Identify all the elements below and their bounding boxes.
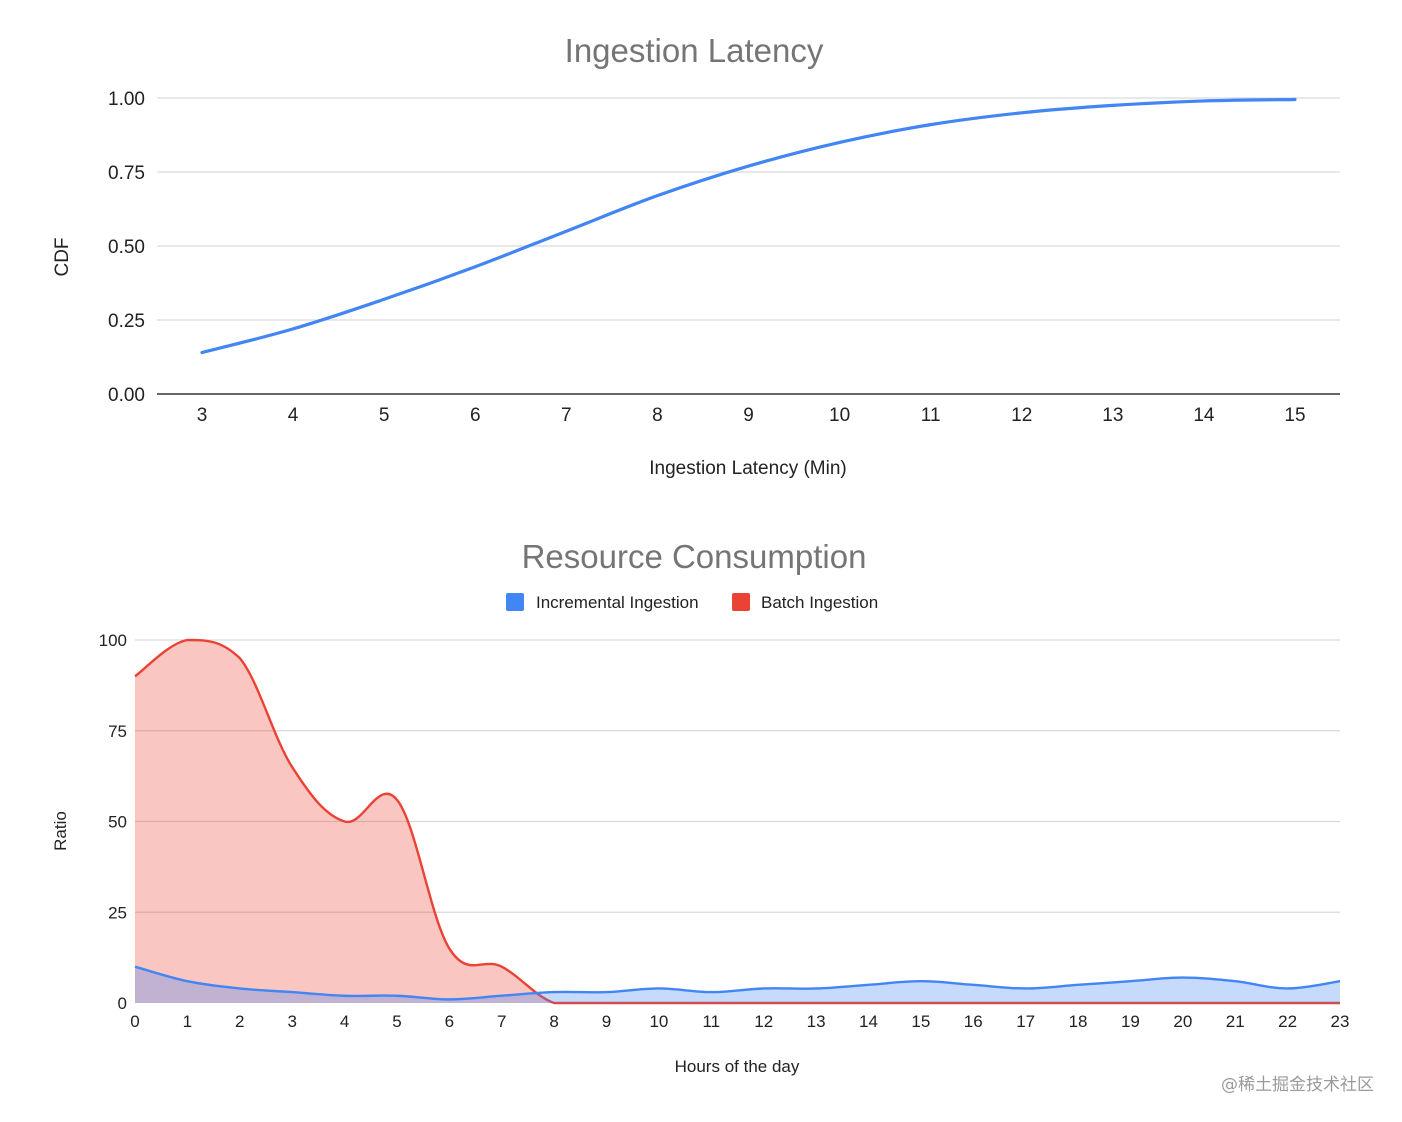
resource-x-tick-label: 23 (1331, 1012, 1350, 1031)
resource-y-tick-label: 75 (108, 722, 127, 741)
latency-x-tick-label: 4 (288, 405, 299, 426)
resource-x-tick-label: 10 (649, 1012, 668, 1031)
resource-x-tick-label: 0 (130, 1012, 139, 1031)
resource-x-tick-label: 3 (287, 1012, 296, 1031)
resource-x-tick-label: 7 (497, 1012, 506, 1031)
resource-y-ticks: 0 25 50 75 100 (99, 631, 127, 1013)
legend-label-batch: Batch Ingestion (761, 593, 878, 612)
latency-x-tick-label: 10 (829, 405, 850, 426)
latency-y-tick-label: 0.75 (108, 163, 145, 184)
latency-x-tick-label: 14 (1193, 405, 1215, 426)
latency-chart: Ingestion Latency 0.00 0.25 0.50 0.75 1.00 3… (52, 32, 1340, 479)
latency-y-ticks: 0.00 0.25 0.50 0.75 1.00 (108, 89, 145, 406)
legend-swatch-batch (732, 593, 750, 611)
resource-x-tick-label: 19 (1121, 1012, 1140, 1031)
latency-x-tick-label: 12 (1011, 405, 1032, 426)
latency-x-tick-label: 13 (1102, 405, 1123, 426)
resource-x-tick-label: 17 (1016, 1012, 1035, 1031)
batch-ingestion-line (134, 638, 1340, 1005)
latency-x-tick-label: 6 (470, 405, 481, 426)
latency-cdf-line (200, 97, 1297, 355)
resource-x-tick-label: 6 (445, 1012, 454, 1031)
resource-x-tick-label: 13 (807, 1012, 826, 1031)
legend-label-incremental: Incremental Ingestion (536, 593, 699, 612)
resource-x-tick-label: 8 (549, 1012, 558, 1031)
latency-x-tick-label: 3 (197, 405, 208, 426)
latency-y-axis-title: CDF (52, 237, 73, 276)
latency-gridlines (157, 97, 1340, 395)
latency-chart-title: Ingestion Latency (565, 32, 824, 69)
resource-x-tick-label: 4 (340, 1012, 349, 1031)
resource-x-tick-label: 14 (859, 1012, 878, 1031)
latency-y-tick-label: 0.25 (108, 311, 145, 332)
resource-legend: Incremental Ingestion Batch Ingestion (506, 593, 878, 612)
resource-x-ticks: 0 1 2 3 4 5 6 7 8 9 10 11 12 13 14 15 16 17 18 19 20 21 22 23 (130, 1012, 1349, 1031)
resource-x-tick-label: 18 (1069, 1012, 1088, 1031)
latency-x-ticks: 3 4 5 6 7 8 9 10 11 12 13 14 15 (197, 405, 1306, 426)
resource-x-tick-label: 1 (183, 1012, 192, 1031)
resource-y-tick-label: 100 (99, 631, 127, 650)
latency-y-tick-label: 0.00 (108, 385, 145, 406)
latency-x-tick-label: 7 (561, 405, 572, 426)
batch-ingestion-area (135, 640, 1340, 1003)
latency-y-tick-label: 0.50 (108, 237, 145, 258)
resource-x-tick-label: 2 (235, 1012, 244, 1031)
resource-x-tick-label: 21 (1226, 1012, 1245, 1031)
latency-x-tick-label: 15 (1284, 405, 1305, 426)
resource-x-tick-label: 9 (602, 1012, 611, 1031)
latency-x-tick-label: 8 (652, 405, 663, 426)
resource-chart: Resource Consumption Incremental Ingesti… (51, 538, 1349, 1076)
resource-x-tick-label: 20 (1173, 1012, 1192, 1031)
latency-x-axis-title: Ingestion Latency (Min) (649, 458, 847, 479)
resource-x-tick-label: 11 (702, 1012, 720, 1031)
resource-x-tick-label: 15 (911, 1012, 930, 1031)
incremental-ingestion-line (134, 965, 1341, 1001)
latency-y-tick-label: 1.00 (108, 89, 145, 110)
watermark-text: @稀土掘金技术社区 (1221, 1075, 1374, 1095)
resource-chart-title: Resource Consumption (522, 538, 867, 575)
resource-y-tick-label: 0 (118, 994, 127, 1013)
latency-x-tick-label: 9 (743, 405, 754, 426)
latency-x-tick-label: 5 (379, 405, 390, 426)
resource-x-tick-label: 22 (1278, 1012, 1297, 1031)
resource-x-tick-label: 16 (964, 1012, 983, 1031)
latency-x-tick-label: 11 (921, 405, 941, 426)
resource-y-tick-label: 25 (108, 903, 127, 922)
resource-y-tick-label: 50 (108, 813, 127, 832)
latency-series (200, 97, 1297, 355)
resource-series (134, 638, 1341, 1005)
legend-swatch-incremental (506, 593, 524, 611)
resource-gridlines (135, 639, 1340, 913)
resource-x-axis-title: Hours of the day (675, 1057, 800, 1076)
incremental-ingestion-area (135, 966, 1340, 1003)
resource-y-axis-title: Ratio (51, 811, 70, 851)
resource-x-tick-label: 5 (392, 1012, 401, 1031)
resource-x-tick-label: 12 (754, 1012, 773, 1031)
